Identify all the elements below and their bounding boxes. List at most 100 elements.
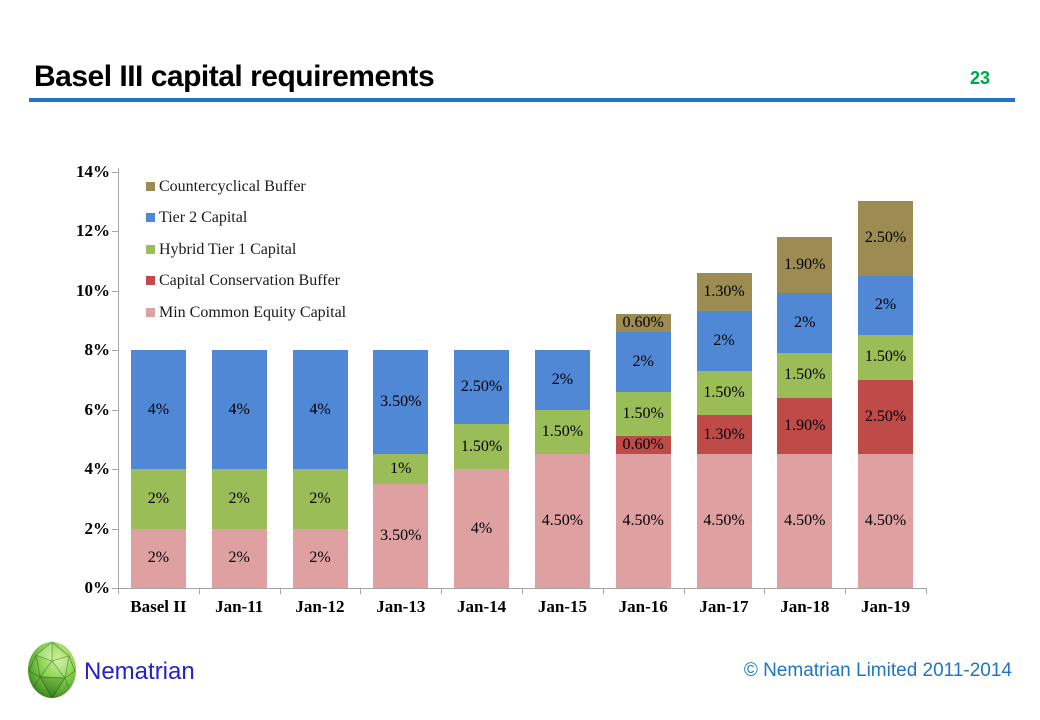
legend-swatch — [146, 182, 155, 191]
bar-segment — [454, 469, 510, 588]
bar-segment — [211, 469, 267, 529]
legend-swatch — [146, 213, 155, 223]
y-axis-label: 2% — [84, 518, 111, 538]
bar-segment — [858, 454, 914, 588]
y-tick — [112, 409, 118, 411]
x-tick — [118, 588, 119, 594]
bar-segment — [696, 311, 752, 371]
bar-segment — [696, 370, 752, 416]
bar-segment-label: 4.50% — [622, 512, 664, 530]
x-axis-label: Jan-16 — [618, 597, 668, 616]
copyright-text: © Nematrian Limited 2011-2014 — [743, 660, 1012, 681]
bar-segment — [130, 350, 186, 469]
legend-swatch — [146, 276, 155, 286]
y-tick — [112, 528, 118, 530]
bar-segment — [777, 397, 833, 455]
y-tick — [112, 469, 118, 470]
bar-segment — [615, 454, 671, 588]
x-axis-label: Jan-19 — [861, 597, 911, 616]
x-tick — [360, 588, 362, 594]
x-axis-label: Jan-15 — [537, 597, 587, 616]
bar-segment — [373, 483, 429, 588]
bar-segment — [858, 275, 914, 336]
y-tick — [112, 588, 118, 589]
y-axis-label: 4% — [84, 459, 111, 478]
y-axis-label: 14% — [76, 161, 110, 181]
bar-segment-label: 1.90% — [784, 256, 826, 274]
x-tick — [198, 588, 200, 594]
bar-segment — [130, 469, 186, 529]
bar-segment — [211, 528, 267, 588]
x-tick — [602, 588, 604, 594]
legend-label: Min Common Equity Capital — [159, 303, 347, 321]
nematrian-logo-icon — [27, 641, 77, 704]
bar-segment-label: 4.50% — [864, 512, 907, 530]
x-axis-label: Jan-17 — [699, 597, 749, 616]
bar-segment-label: 2% — [794, 314, 816, 332]
bar-segment-label: 2% — [147, 489, 170, 507]
bar-segment-label: 2% — [713, 332, 735, 350]
x-axis-label: Jan-12 — [295, 597, 345, 616]
y-axis-line — [118, 168, 119, 588]
bar-segment-label: 1.50% — [460, 437, 503, 455]
bar-segment — [777, 454, 833, 588]
bar-segment — [454, 424, 510, 469]
bar-segment-label: 1.30% — [703, 282, 745, 300]
bar-segment — [777, 293, 833, 353]
y-tick — [112, 171, 118, 173]
bar-segment-label: 2% — [551, 370, 574, 388]
legend-label: Hybrid Tier 1 Capital — [159, 240, 297, 258]
bar-segment-label: 2% — [632, 352, 654, 370]
legend-label: Tier 2 Capital — [159, 209, 248, 227]
bar-segment — [373, 454, 429, 484]
bar-segment-label: 1.50% — [541, 422, 584, 440]
x-tick — [764, 588, 766, 594]
bar-segment — [858, 379, 914, 455]
bar-segment — [615, 391, 671, 437]
bar-segment-label: 2.50% — [460, 378, 503, 396]
bar-segment-label: 1.30% — [703, 425, 745, 443]
bar-segment-label: 2.50% — [864, 407, 907, 425]
x-tick — [522, 588, 523, 594]
y-tick — [112, 350, 118, 351]
x-axis-label: Jan-11 — [215, 597, 264, 616]
bar-segment-label: 2% — [309, 489, 331, 507]
bar-segment-label: 4% — [147, 400, 170, 418]
bar-segment — [534, 454, 590, 588]
page-number: 23 — [969, 68, 991, 88]
bar-segment — [777, 236, 833, 294]
y-axis-label: 0% — [84, 578, 111, 597]
bar-segment — [292, 528, 348, 588]
bar-segment-label: 4% — [309, 400, 331, 418]
y-axis-label: 10% — [76, 280, 110, 300]
bar-segment — [292, 350, 348, 469]
bar-segment — [696, 272, 752, 312]
bar-segment — [534, 409, 590, 455]
x-tick — [441, 588, 443, 594]
x-tick — [845, 588, 847, 594]
bar-segment-label: 1% — [390, 460, 412, 477]
y-axis-label: 8% — [84, 340, 111, 359]
bar-segment-label: 2% — [228, 489, 250, 507]
y-axis-label: 12% — [76, 221, 110, 240]
bar-segment-label: 1.50% — [784, 366, 826, 384]
bar-segment-label: 3.50% — [380, 393, 422, 411]
bar-segment-label: 2% — [147, 549, 170, 567]
x-tick — [279, 588, 281, 594]
bar-segment — [534, 350, 590, 410]
x-tick — [683, 588, 685, 594]
bar-segment-label: 4% — [470, 519, 493, 537]
bar-segment-label: 2% — [309, 549, 331, 567]
bar-segment-label: 1.50% — [622, 404, 664, 422]
bar-segment — [615, 436, 671, 455]
bar-segment-label: 4% — [228, 400, 250, 418]
x-tick — [926, 588, 927, 594]
bar-segment-label: 2% — [228, 549, 250, 567]
bar-segment — [211, 350, 267, 469]
legend-label: Countercyclical Buffer — [159, 178, 306, 195]
bar-segment-label: 4.50% — [784, 512, 826, 530]
x-axis-label: Jan-18 — [780, 597, 830, 616]
y-tick — [112, 231, 118, 232]
